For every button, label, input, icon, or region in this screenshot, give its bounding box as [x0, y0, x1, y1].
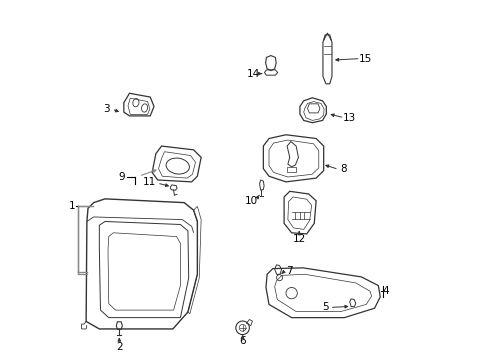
Text: 11: 11: [142, 177, 156, 187]
Text: 1: 1: [68, 201, 75, 211]
Text: 12: 12: [292, 234, 305, 244]
Text: 13: 13: [342, 113, 355, 123]
Text: 14: 14: [247, 69, 260, 79]
Text: 8: 8: [339, 165, 346, 175]
Text: 7: 7: [285, 266, 292, 276]
Text: 4: 4: [382, 286, 388, 296]
Text: 15: 15: [358, 54, 371, 64]
Text: 2: 2: [116, 342, 122, 352]
Text: 10: 10: [244, 196, 257, 206]
Text: 6: 6: [239, 336, 245, 346]
Text: 5: 5: [321, 302, 328, 312]
Text: 3: 3: [103, 104, 110, 114]
Text: 9: 9: [119, 172, 125, 182]
